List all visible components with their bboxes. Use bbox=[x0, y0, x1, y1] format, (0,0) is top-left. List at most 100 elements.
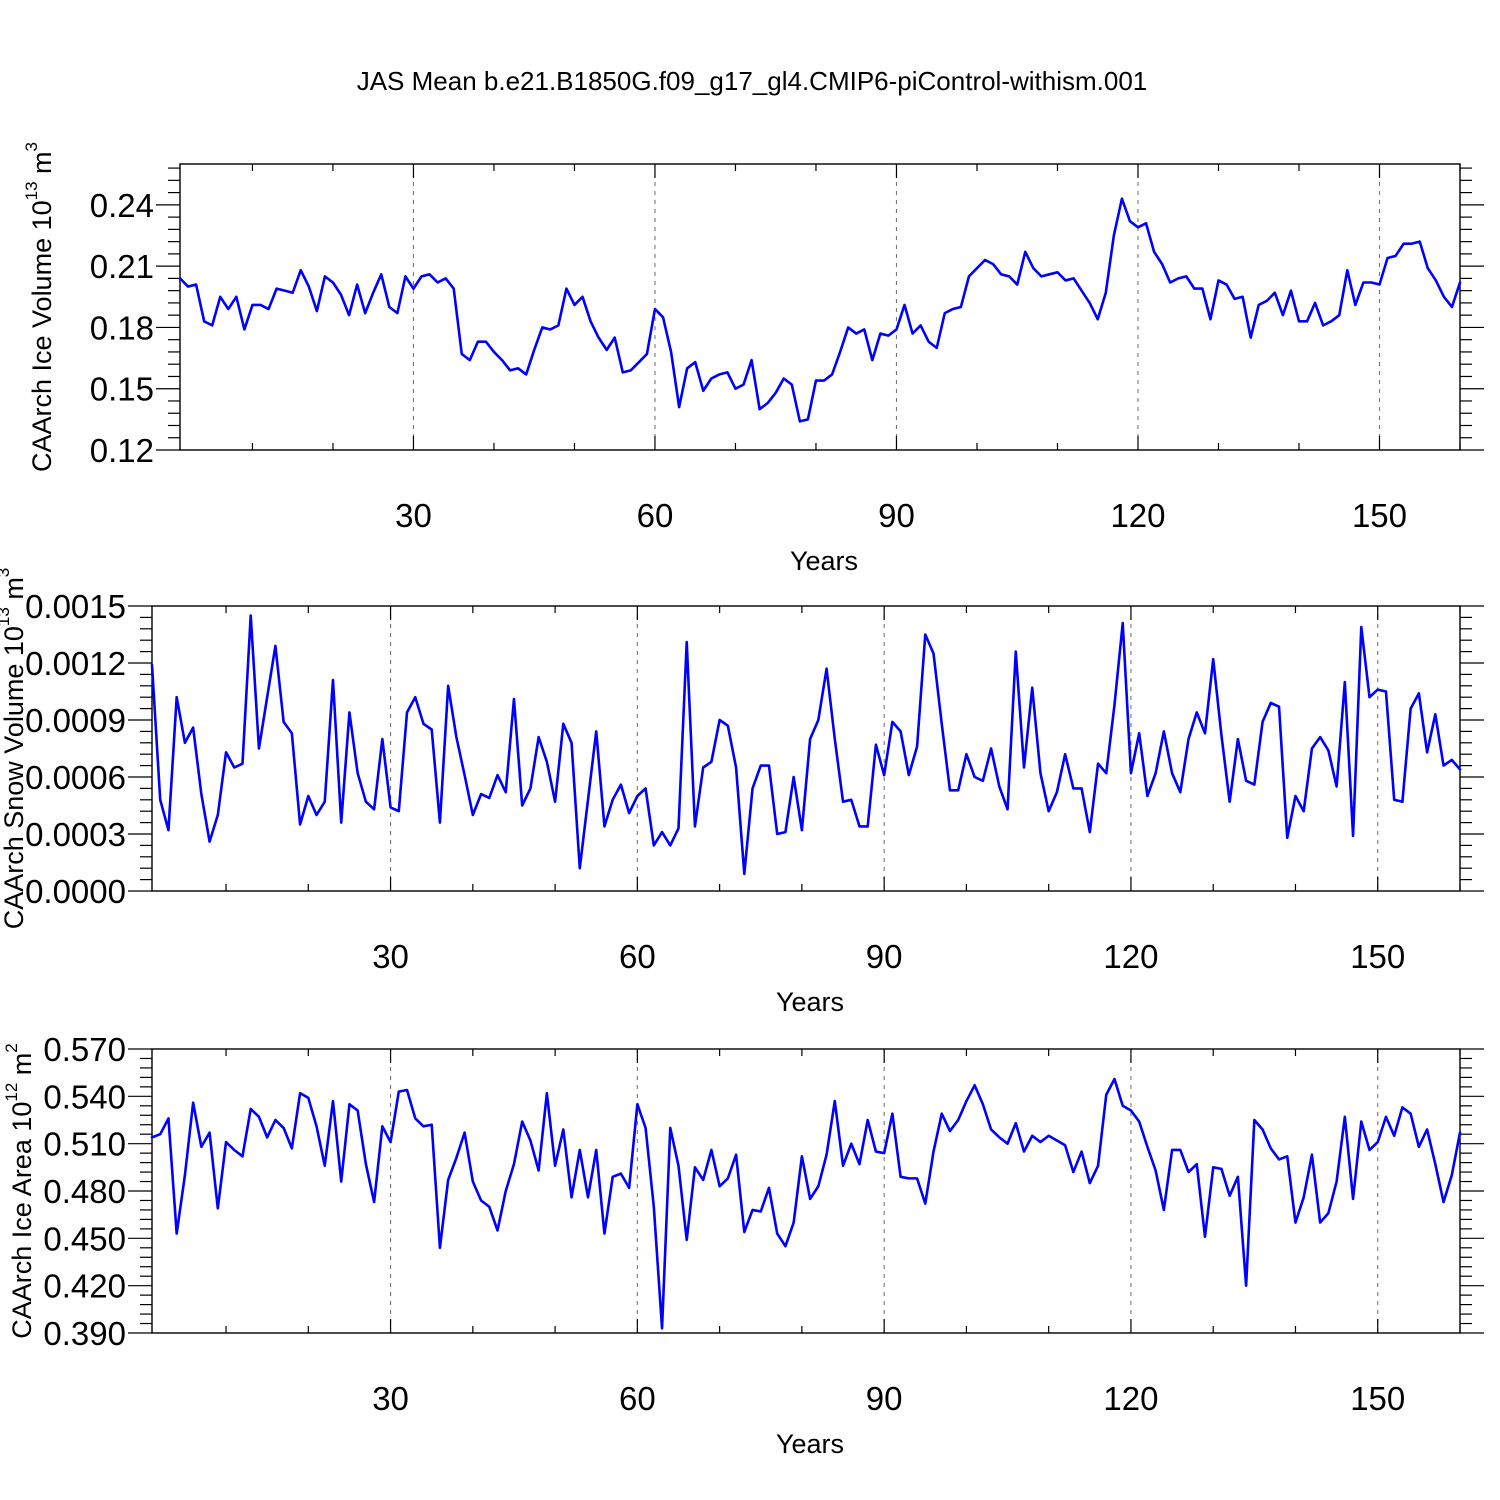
data-point bbox=[809, 1197, 812, 1200]
data-point bbox=[533, 349, 536, 351]
data-point bbox=[815, 379, 817, 382]
data-point bbox=[266, 1136, 269, 1139]
data-point bbox=[842, 1164, 844, 1167]
data-point bbox=[151, 664, 153, 666]
data-point bbox=[1306, 320, 1308, 323]
data-point bbox=[381, 738, 384, 740]
data-point bbox=[216, 814, 219, 816]
data-point bbox=[290, 1147, 293, 1150]
data-point bbox=[1177, 277, 1180, 280]
data-point bbox=[1201, 287, 1204, 290]
data-point bbox=[348, 711, 351, 714]
data-point bbox=[332, 1100, 334, 1102]
data-point bbox=[537, 736, 540, 738]
data-point bbox=[875, 1150, 877, 1153]
data-point bbox=[1105, 1093, 1108, 1096]
data-point bbox=[460, 353, 463, 355]
x-tick-label: 60 bbox=[619, 938, 656, 975]
y-tick-label: 0.0003 bbox=[25, 816, 126, 853]
data-point bbox=[1072, 787, 1075, 790]
y-tick-label: 0.510 bbox=[43, 1126, 126, 1163]
y-axis-label: CAArch Ice Volume 1013 m3 bbox=[22, 142, 57, 472]
data-point bbox=[299, 1092, 301, 1095]
data-point bbox=[1039, 1141, 1042, 1143]
data-point bbox=[184, 1174, 186, 1177]
data-point bbox=[521, 804, 524, 807]
data-point bbox=[259, 304, 262, 306]
data-point bbox=[414, 696, 417, 699]
data-point bbox=[241, 762, 244, 765]
data-point bbox=[1014, 1122, 1017, 1125]
data-point bbox=[1302, 810, 1305, 813]
data-point bbox=[249, 1108, 252, 1110]
data-point bbox=[364, 312, 367, 315]
data-point bbox=[1417, 692, 1420, 695]
data-point bbox=[1096, 318, 1099, 321]
data-point bbox=[525, 373, 528, 376]
data-point bbox=[992, 263, 994, 265]
data-point bbox=[644, 787, 647, 790]
data-point bbox=[652, 1205, 655, 1208]
y-tick-label: 0.0009 bbox=[25, 702, 126, 739]
data-point bbox=[734, 387, 737, 390]
y-tick-label: 0.540 bbox=[43, 1078, 126, 1115]
data-point bbox=[907, 1177, 910, 1180]
data-point bbox=[710, 760, 713, 763]
data-point bbox=[496, 774, 499, 776]
y-axis-label-text: m bbox=[0, 577, 29, 607]
data-point bbox=[1286, 836, 1289, 839]
data-point bbox=[776, 833, 779, 835]
y-tick-label: 0.24 bbox=[90, 187, 154, 224]
data-point bbox=[480, 793, 482, 795]
x-tick-label: 120 bbox=[1103, 938, 1158, 975]
data-point bbox=[800, 1155, 803, 1158]
data-point bbox=[275, 287, 278, 290]
data-point bbox=[895, 328, 898, 331]
data-point bbox=[396, 312, 399, 315]
data-point bbox=[1056, 1139, 1058, 1142]
data-point bbox=[1008, 275, 1011, 278]
data-point bbox=[348, 1103, 351, 1106]
data-point bbox=[932, 1150, 935, 1153]
data-point bbox=[537, 1169, 540, 1172]
data-point bbox=[907, 774, 910, 776]
data-point bbox=[751, 1209, 754, 1211]
data-point bbox=[1442, 295, 1445, 298]
data-point bbox=[702, 1179, 705, 1181]
data-point bbox=[1031, 1134, 1034, 1137]
data-point bbox=[573, 304, 576, 306]
data-point bbox=[1360, 626, 1363, 628]
y-axis-label: CAArch Ice Area 1012 m2 bbox=[2, 1043, 37, 1339]
data-point bbox=[1032, 267, 1035, 270]
data-point bbox=[702, 766, 705, 769]
data-point bbox=[710, 1149, 713, 1151]
data-point bbox=[1228, 1194, 1231, 1197]
data-point bbox=[184, 741, 186, 744]
data-point bbox=[981, 1103, 984, 1106]
panel-1: 30 60 90 120 150 0.12 0.15 0.18 0.21 0.24 Years CAA… bbox=[22, 142, 1484, 576]
data-point bbox=[1257, 304, 1260, 306]
data-point bbox=[1378, 283, 1381, 286]
data-point bbox=[1335, 1180, 1338, 1183]
series-points bbox=[179, 197, 1461, 423]
data-point bbox=[670, 351, 672, 353]
data-point bbox=[1220, 734, 1223, 737]
data-point bbox=[562, 722, 565, 725]
data-point bbox=[1104, 291, 1107, 294]
data-point bbox=[1261, 1128, 1264, 1131]
data-point bbox=[1311, 747, 1313, 750]
data-point bbox=[595, 1149, 598, 1151]
data-point bbox=[549, 328, 552, 331]
data-point bbox=[219, 295, 222, 298]
y-tick-label: 0.450 bbox=[43, 1220, 126, 1257]
data-point bbox=[1401, 800, 1404, 803]
data-point bbox=[718, 719, 721, 721]
data-point bbox=[661, 1327, 663, 1330]
x-axis-label: Years bbox=[790, 546, 858, 576]
data-point bbox=[847, 326, 850, 329]
data-point bbox=[1236, 738, 1239, 740]
data-point bbox=[735, 1153, 737, 1156]
x-tick-label: 150 bbox=[1352, 497, 1407, 534]
x-tick-label: 120 bbox=[1103, 1380, 1158, 1417]
